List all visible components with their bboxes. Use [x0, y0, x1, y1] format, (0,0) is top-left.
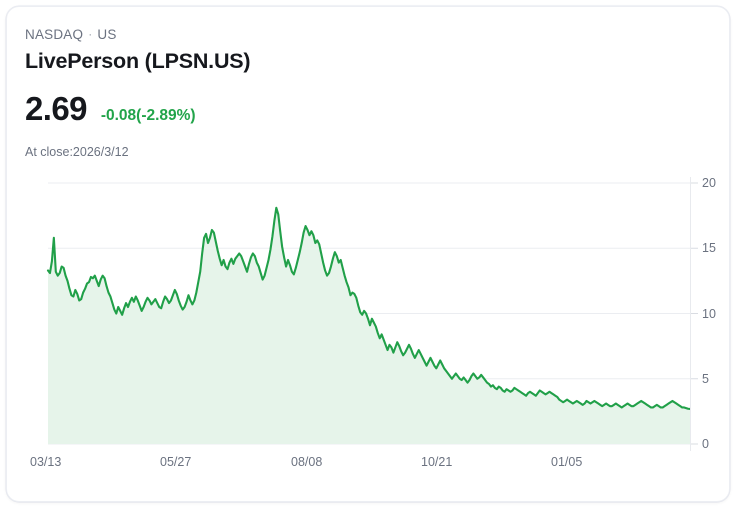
- stock-quote-card: NASDAQ · US LivePerson (LPSN.US) 2.69 -0.0…: [6, 6, 730, 502]
- x-tick-label: 01/05: [551, 455, 583, 469]
- exchange-name: NASDAQ: [25, 27, 84, 42]
- region-label: US: [97, 27, 117, 42]
- price-value: 2.69: [25, 90, 87, 127]
- axis-tick-marks: [690, 182, 698, 445]
- quote-row: 2.69 -0.08(-2.89%): [25, 91, 625, 127]
- x-tick-label: 05/27: [160, 455, 192, 469]
- y-tick-label: 15: [702, 241, 716, 256]
- exchange-line: NASDAQ · US: [25, 25, 625, 44]
- price-chart[interactable]: 20 15 10 5 0 03/13 05/27 08/08 10/21 01/05: [7, 167, 730, 487]
- y-tick-label: 10: [702, 306, 716, 321]
- market-status-note: At close:2026/3/12: [25, 145, 129, 159]
- price-line: [46, 206, 692, 410]
- price-area-fill: [48, 207, 690, 444]
- separator-dot: ·: [88, 27, 93, 41]
- x-tick-label: 10/21: [421, 455, 453, 469]
- price-change: -0.08(-2.89%): [100, 107, 196, 124]
- price-chart-svg[interactable]: [7, 167, 730, 487]
- quote-header: NASDAQ · US LivePerson (LPSN.US) 2.69 -0.0…: [25, 25, 625, 160]
- y-tick-label: 0: [702, 437, 709, 451]
- x-tick-label: 03/13: [30, 455, 62, 469]
- y-tick-label: 5: [702, 371, 709, 386]
- y-tick-label: 20: [702, 176, 716, 190]
- page-title: LivePerson (LPSN.US): [25, 49, 251, 73]
- x-tick-label: 08/08: [291, 455, 323, 469]
